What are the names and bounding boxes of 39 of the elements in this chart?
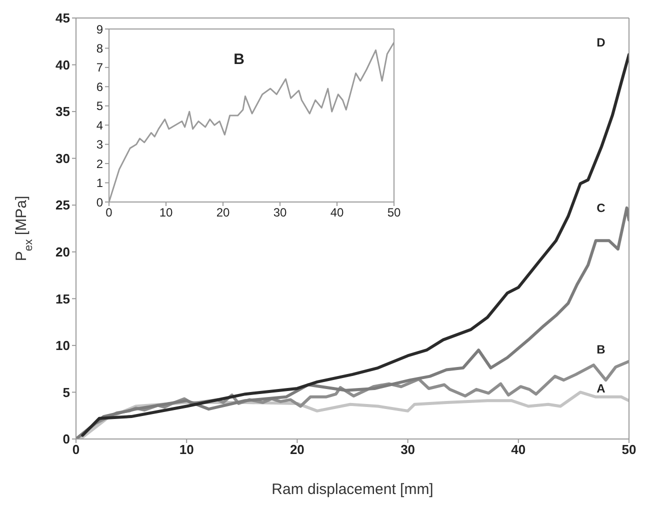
y-tick-label: 4 bbox=[96, 118, 104, 132]
y-tick-label: 5 bbox=[96, 99, 104, 114]
series-label: C bbox=[596, 201, 606, 216]
line-series bbox=[81, 52, 629, 437]
y-tick-label: 25 bbox=[56, 198, 70, 213]
y-tick-label: 2 bbox=[96, 156, 104, 171]
x-tick-label: 30 bbox=[273, 206, 287, 220]
x-tick-label: 0 bbox=[72, 442, 80, 458]
text: B bbox=[234, 51, 245, 68]
x-tick-label: 10 bbox=[179, 442, 194, 458]
series-label: A bbox=[596, 382, 606, 396]
y-tick-label: 5 bbox=[62, 384, 70, 400]
x-tick-label: 20 bbox=[290, 442, 304, 458]
x-axis-title: Ram displacement [mm] bbox=[272, 481, 434, 498]
y-tick-label: 10 bbox=[56, 338, 70, 354]
text: D bbox=[596, 35, 606, 50]
x-tick-label: 20 bbox=[216, 206, 230, 220]
x-tick-label: 40 bbox=[511, 442, 526, 458]
y-tick-label: 7 bbox=[96, 60, 104, 75]
x-tick-label: 50 bbox=[387, 206, 401, 220]
y-tick-label: 45 bbox=[56, 10, 70, 26]
y-tick-label: 1 bbox=[96, 176, 104, 190]
x-tick-label: 10 bbox=[159, 206, 173, 220]
x-tick-label: 30 bbox=[400, 442, 416, 458]
x-tick-label: 0 bbox=[106, 206, 113, 220]
y-tick-label: 35 bbox=[56, 104, 70, 120]
y-tick-label: 40 bbox=[56, 57, 70, 72]
y-tick-label: 6 bbox=[96, 80, 104, 94]
x-tick-label: 50 bbox=[622, 442, 636, 458]
y-tick-label: 30 bbox=[56, 150, 70, 166]
y-tick-label: 3 bbox=[96, 138, 104, 152]
y-tick-label: 15 bbox=[56, 291, 70, 306]
y-tick-label: 0 bbox=[62, 432, 70, 447]
y-tick-label: 20 bbox=[56, 244, 70, 260]
x-tick-label: 40 bbox=[330, 206, 344, 220]
y-tick-label: 0 bbox=[96, 195, 104, 210]
y-tick-label: 9 bbox=[96, 22, 104, 36]
series-label: B bbox=[596, 342, 606, 356]
y-tick-label: 8 bbox=[96, 41, 104, 56]
